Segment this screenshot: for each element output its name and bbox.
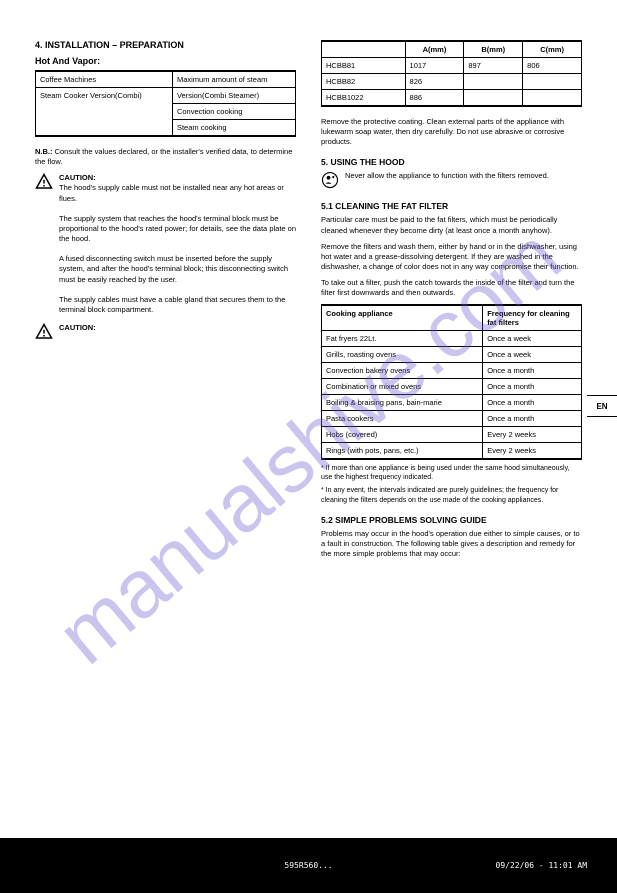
sect51-p3: To take out a filter, push the catch tow… [321, 278, 582, 298]
dim-cell: HCBB82 [322, 74, 406, 90]
note-1-title: N.B.: [35, 147, 53, 156]
caution-text: The supply system that reaches the hood'… [59, 214, 296, 243]
section-4-title: 4. INSTALLATION – PREPARATION [35, 40, 296, 50]
use-cell: Combination or mixed ovens [322, 379, 483, 395]
dim-cell: 1017 [405, 58, 464, 74]
sect52-p: Problems may occur in the hood's operati… [321, 529, 582, 559]
hot-vapor-table: Coffee Machines Maximum amount of steam … [35, 70, 296, 137]
footer-right: 09/22/06 - 11:01 AM [401, 861, 587, 870]
footnote-2: * In any event, the intervals indicated … [321, 486, 582, 504]
hv-cell: Maximum amount of steam [172, 71, 295, 88]
note-1: N.B.: Consult the values declared, or th… [35, 147, 296, 167]
use-header: Cooking appliance [322, 305, 483, 331]
section-5-2-title: 5.2 SIMPLE PROBLEMS SOLVING GUIDE [321, 515, 582, 525]
hv-cell: Steam cooking [172, 120, 295, 137]
hot-vapor-title: Hot And Vapor: [35, 56, 296, 66]
coating-note: Remove the protective coating. Clean ext… [321, 117, 582, 147]
dimensions-table: A(mm) B(mm) C(mm) HCBB81 1017 897 806 HC… [321, 40, 582, 107]
caution-text: The hood's supply cable must not be inst… [59, 183, 284, 202]
use-cell: Every 2 weeks [483, 427, 582, 443]
use-cell: Convection bakery ovens [322, 363, 483, 379]
dim-cell [464, 74, 523, 90]
sect51-p1: Particular care must be paid to the fat … [321, 215, 582, 235]
right-column: A(mm) B(mm) C(mm) HCBB81 1017 897 806 HC… [321, 40, 582, 565]
hv-cell: Steam Cooker Version(Combi) [36, 88, 173, 137]
note-1-body: Consult the values declared, or the inst… [35, 147, 292, 166]
use-cell: Every 2 weeks [483, 443, 582, 460]
caution-block-1: CAUTION: The hood's supply cable must no… [35, 173, 296, 315]
caution-block-2: CAUTION: [35, 323, 296, 343]
caution-title: CAUTION: [59, 173, 96, 182]
use-cell: Once a month [483, 411, 582, 427]
use-cell: Grills, roasting ovens [322, 347, 483, 363]
dim-cell [464, 90, 523, 107]
dim-cell: 806 [523, 58, 582, 74]
footnote-1: * If more than one appliance is being us… [321, 464, 582, 482]
dim-cell: HCBB1022 [322, 90, 406, 107]
dim-header: B(mm) [464, 41, 523, 58]
language-tab-label: EN [596, 402, 607, 411]
dim-cell: 826 [405, 74, 464, 90]
use-cell: Boiling & braising pans, bain-marie [322, 395, 483, 411]
dim-cell: HCBB81 [322, 58, 406, 74]
cleaning-frequency-table: Cooking appliance Frequency for cleaning… [321, 304, 582, 460]
use-cell: Fat fryers 22Lt. [322, 331, 483, 347]
hv-cell: Convection cooking [172, 104, 295, 120]
dim-cell [523, 74, 582, 90]
sect51-p2: Remove the filters and wash them, either… [321, 242, 582, 272]
left-column: 4. INSTALLATION – PREPARATION Hot And Va… [35, 40, 296, 565]
warning-icon [35, 173, 53, 315]
filter-note: Never allow the appliance to function wi… [321, 171, 582, 191]
dim-cell: 897 [464, 58, 523, 74]
use-cell: Once a month [483, 379, 582, 395]
caution-1-body: CAUTION: The hood's supply cable must no… [59, 173, 296, 315]
use-cell: Pasta cookers [322, 411, 483, 427]
dim-cell: 886 [405, 90, 464, 107]
user-icon [321, 171, 339, 191]
warning-icon [35, 323, 53, 343]
filter-note-body: Never allow the appliance to function wi… [345, 171, 582, 191]
section-5-title: 5. USING THE HOOD [321, 157, 582, 167]
use-header: Frequency for cleaning fat filters [483, 305, 582, 331]
caution-2-body: CAUTION: [59, 323, 296, 343]
dim-header: C(mm) [523, 41, 582, 58]
use-cell: Once a month [483, 363, 582, 379]
hv-cell: Coffee Machines [36, 71, 173, 88]
caution-2-title: CAUTION: [59, 323, 96, 332]
use-cell: Once a week [483, 331, 582, 347]
page-footer: 595R560... 09/22/06 - 11:01 AM [0, 838, 617, 893]
dim-header [322, 41, 406, 58]
caution-text: The supply cables must have a cable glan… [59, 295, 285, 314]
page-content: 4. INSTALLATION – PREPARATION Hot And Va… [0, 0, 617, 565]
caution-text: A fused disconnecting switch must be ins… [59, 254, 288, 283]
use-cell: Once a week [483, 347, 582, 363]
hv-cell: Version(Combi Steamer) [172, 88, 295, 104]
section-5-1-title: 5.1 CLEANING THE FAT FILTER [321, 201, 582, 211]
use-cell: Rings (with pots, pans, etc.) [322, 443, 483, 460]
footer-center: 595R560... [216, 861, 402, 870]
use-cell: Hobs (covered) [322, 427, 483, 443]
dim-cell [523, 90, 582, 107]
language-tab: EN [587, 395, 617, 417]
dim-header: A(mm) [405, 41, 464, 58]
use-cell: Once a month [483, 395, 582, 411]
